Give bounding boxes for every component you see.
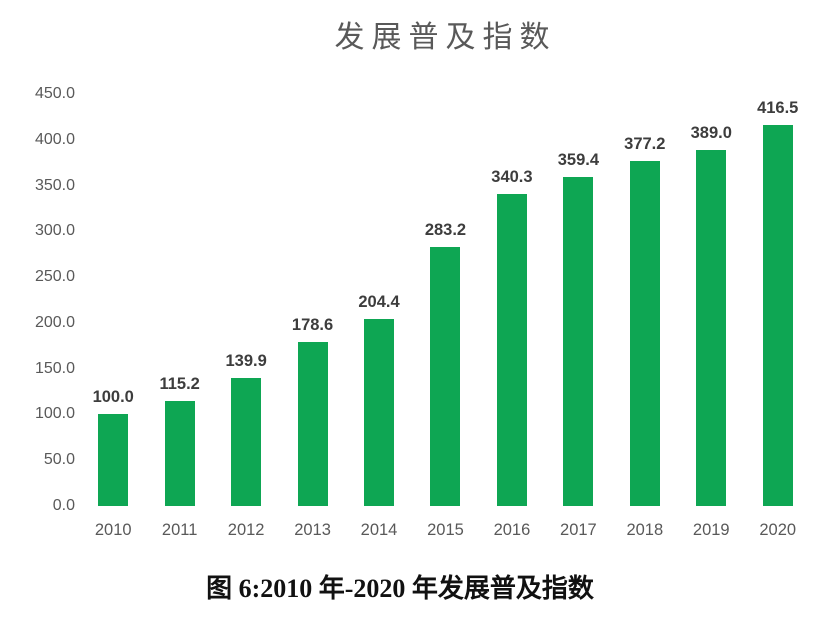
- x-axis-tick-label: 2015: [427, 521, 464, 539]
- bar-2016: [496, 194, 527, 506]
- y-axis-tick-label: 0.0: [52, 497, 75, 514]
- bar-2011: [164, 400, 195, 506]
- bar-2019: [696, 149, 727, 506]
- bar-value-label: 204.4: [358, 292, 400, 311]
- bar-2020: [762, 124, 793, 506]
- chart-title: 发展普及指数: [334, 21, 557, 54]
- x-axis-tick-label: 2017: [560, 521, 597, 539]
- bar-value-label: 139.9: [225, 351, 267, 370]
- bar-2012: [231, 377, 262, 506]
- y-axis-tick-label: 150.0: [34, 359, 75, 377]
- x-axis-tick-label: 2014: [360, 521, 398, 539]
- x-axis-tick-label: 2011: [161, 521, 198, 539]
- bar-2018: [629, 160, 660, 506]
- bar-value-label: 377.2: [624, 134, 666, 153]
- y-axis-tick-label: 400.0: [34, 130, 75, 148]
- bar-value-label: 178.6: [291, 316, 334, 335]
- figure-caption: 图 6:2010 年-2020 年发展普及指数: [206, 574, 594, 603]
- x-axis-tick-label: 2010: [94, 521, 132, 539]
- y-axis-tick-label: 100.0: [34, 405, 75, 423]
- bar-value-label: 115.2: [159, 374, 200, 393]
- bar-value-label: 100.0: [92, 388, 134, 407]
- y-axis-tick-label: 300.0: [34, 222, 75, 240]
- bar-value-label: 416.5: [757, 98, 799, 117]
- x-axis-tick-label: 2020: [759, 521, 797, 539]
- x-axis-tick-label: 2018: [626, 521, 664, 539]
- bar-2014: [364, 318, 395, 506]
- bar-2013: [297, 342, 328, 506]
- x-axis-tick-label: 2012: [227, 521, 265, 539]
- x-axis-tick-label: 2013: [294, 521, 331, 539]
- y-axis-tick-label: 450.0: [34, 85, 75, 102]
- bar-2017: [563, 176, 594, 506]
- x-axis-tick-label: 2016: [493, 521, 531, 539]
- y-axis-tick-label: 200.0: [34, 313, 75, 331]
- x-axis-tick-label: 2019: [692, 521, 730, 539]
- bar-value-label: 283.2: [424, 220, 467, 239]
- bar-value-label: 340.3: [491, 168, 533, 187]
- bar-value-label: 359.4: [557, 150, 600, 169]
- bar-value-label: 389.0: [690, 123, 732, 142]
- y-axis-tick-label: 350.0: [34, 176, 75, 194]
- y-axis-tick-label: 50.0: [43, 451, 75, 469]
- bar-2010: [98, 414, 129, 506]
- y-axis-tick-label: 250.0: [34, 268, 75, 286]
- bar-2015: [430, 246, 461, 506]
